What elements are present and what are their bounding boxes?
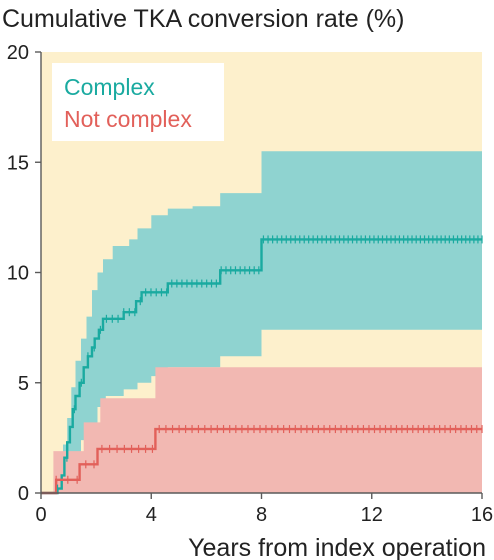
x-tick-label: 0 <box>35 504 46 526</box>
x-tick-label: 16 <box>471 504 493 526</box>
x-tick-label: 4 <box>146 504 157 526</box>
legend-box <box>52 63 224 141</box>
x-axis-label: Years from index operation <box>188 534 486 560</box>
ci-band-0 <box>41 151 482 493</box>
x-tick-label: 8 <box>256 504 267 526</box>
y-tick-label: 10 <box>7 263 29 285</box>
legend-label: Not complex <box>64 106 192 132</box>
legend-label: Complex <box>64 74 155 100</box>
x-tick-label: 12 <box>361 504 383 526</box>
y-tick-label: 20 <box>7 42 29 64</box>
y-tick-label: 15 <box>7 152 29 174</box>
censor-marks <box>55 235 483 493</box>
y-tick-label: 5 <box>18 373 29 395</box>
y-tick-label: 0 <box>18 483 29 505</box>
legend: Complex Not complex <box>52 63 224 141</box>
axes: 0 5 10 15 20 0 4 8 12 16 <box>7 42 493 526</box>
chart-title: Cumulative TKA conversion rate (%) <box>2 5 404 33</box>
